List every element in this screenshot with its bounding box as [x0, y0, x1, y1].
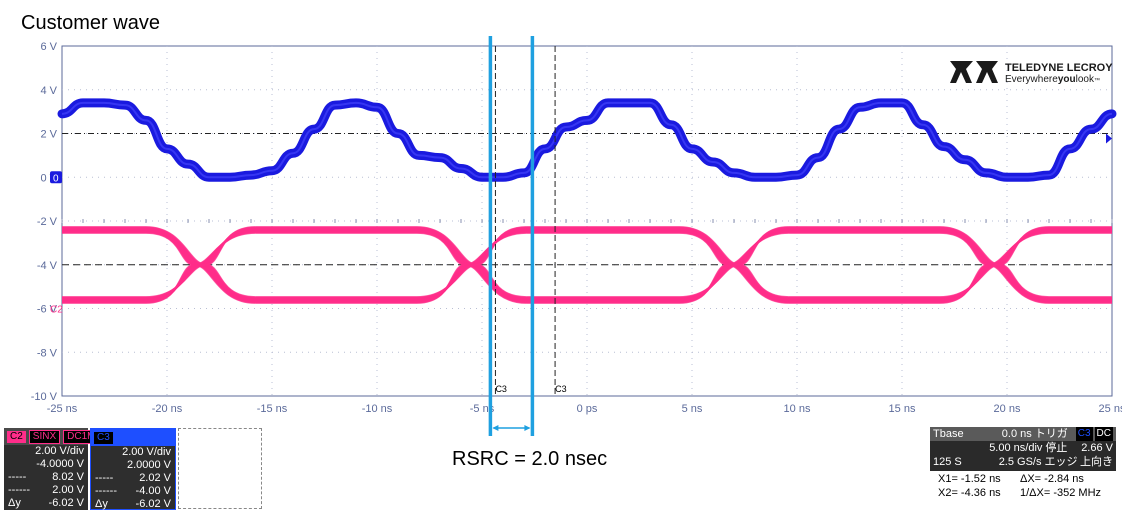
c3-cursor2: -4.00 V: [135, 485, 171, 497]
x-tick-label: -5 ns: [470, 403, 495, 415]
y-tick-label: 6 V: [40, 41, 57, 53]
c2-cursor2: 2.00 V: [52, 484, 84, 496]
rsrc-annotation: RSRC = 2.0 nsec: [452, 448, 608, 470]
c3-row-key: -----: [95, 472, 114, 484]
x-tick-label: 20 ns: [994, 403, 1021, 415]
cursor-label-a: C3: [495, 384, 507, 394]
trigger-level: 2.66 V: [1081, 442, 1113, 454]
c2-row-key: -----: [8, 471, 27, 483]
c2-delta: -6.02 V: [48, 497, 84, 509]
cursor-dx: ΔX= -2.84 ns: [1020, 473, 1084, 485]
c3-cursor1: 2.02 V: [139, 472, 171, 484]
c2-offset: -4.0000 V: [36, 458, 84, 470]
channel-c2-panel[interactable]: C2 SINX DC1M 2.00 V/div -4.0000 V ----- 8…: [4, 428, 100, 510]
c3-name: C3: [94, 431, 113, 444]
rsrc-arrowhead-left: [492, 425, 499, 431]
empty-channel-slot[interactable]: [178, 428, 262, 509]
tbase-value: 0.0 ns: [1001, 428, 1032, 440]
c3-row-key: ------: [95, 485, 117, 497]
cursors: C3 C3: [488, 36, 567, 436]
x-tick-label: 25 ns: [1099, 403, 1122, 415]
c3-ground-label: 0: [53, 173, 59, 184]
timebase-scale: 5.00 ns/div: [989, 442, 1043, 454]
c2-tag1: SINX: [28, 429, 61, 444]
c3-scale: 2.00 V/div: [122, 446, 171, 458]
x-tick-label: -25 ns: [47, 403, 78, 415]
trigger-mode: 停止: [1045, 442, 1068, 454]
cursor-label-b: C3: [555, 384, 567, 394]
chart-title: Customer wave: [21, 12, 160, 34]
trigger-source: C3: [1075, 427, 1093, 441]
logo-tagline: Everywhereyoulook™: [1005, 74, 1100, 85]
y-tick-label: 4 V: [40, 85, 57, 97]
teledyne-lecroy-logo: TELEDYNE LECROY Everywhereyoulook™: [950, 61, 1113, 85]
tbase-label: Tbase: [933, 428, 964, 440]
trigger-level-marker[interactable]: [1106, 133, 1112, 144]
c3-ground-marker[interactable]: [50, 171, 62, 184]
y-tick-label: 2 V: [40, 129, 57, 141]
sample-count: 125 S: [933, 456, 962, 468]
c2-scale: 2.00 V/div: [35, 445, 84, 457]
c3-delta: -6.02 V: [135, 498, 171, 510]
c2-cursor1: 8.02 V: [52, 471, 84, 483]
x-tick-label: 0 ps: [577, 403, 598, 415]
c3-delta-label: Δy: [95, 498, 108, 510]
plot-grid: [61, 45, 1113, 397]
x-tick-label: 15 ns: [889, 403, 916, 415]
c3-trace-core: [61, 101, 1113, 179]
y-tick-label: -2 V: [37, 216, 58, 228]
cursor-x2: X2= -4.36 ns: [938, 487, 1001, 499]
logo-mark: [950, 61, 973, 83]
axis-ticks: -25 ns -20 ns -15 ns -10 ns -5 ns 0 ps 5 ns 10 …: [31, 41, 1122, 415]
cursor-readout: X1= -1.52 ns ΔX= -2.84 ns X2= -4.36 ns 1/Δ…: [938, 472, 1101, 500]
x-tick-label: 5 ns: [682, 403, 703, 415]
trigger-label: トリガ: [1034, 428, 1068, 440]
trigger-coupling: DC: [1094, 427, 1113, 441]
rsrc-arrowhead-right: [524, 425, 531, 431]
x-tick-label: -10 ns: [362, 403, 393, 415]
x-tick-label: -15 ns: [257, 403, 288, 415]
c2-name: C2: [7, 430, 26, 443]
x-tick-label: -20 ns: [152, 403, 183, 415]
c2-offset-marker[interactable]: C2: [50, 305, 63, 316]
channel-c3-panel[interactable]: C3 2.00 V/div 2.0000 V ----- 2.02 V -----…: [90, 428, 176, 510]
y-tick-label: -4 V: [37, 260, 58, 272]
cursor-x1: X1= -1.52 ns: [938, 473, 1001, 485]
trigger-type: エッジ: [1044, 456, 1078, 468]
logo-brand: TELEDYNE LECROY: [1005, 62, 1113, 74]
y-tick-label: -10 V: [31, 391, 58, 403]
timebase-panel[interactable]: Tbase 0.0 ns トリガ C3 DC 5.00 ns/div 停止 2.…: [930, 427, 1116, 471]
c3-offset: 2.0000 V: [126, 459, 171, 471]
sample-rate: 2.5 GS/s: [998, 456, 1042, 468]
c2-eye-diagram: [62, 226, 1112, 304]
c2-trace-line: [62, 226, 1112, 299]
y-tick-label: -6 V: [37, 304, 58, 316]
c2-row-key: ------: [8, 484, 30, 496]
traces: 0 C2: [50, 98, 1117, 316]
trigger-slope: 上向き: [1079, 456, 1113, 468]
x-tick-label: 10 ns: [784, 403, 811, 415]
c2-delta-label: Δy: [8, 497, 21, 509]
y-tick-label: -8 V: [37, 347, 58, 359]
cursor-inv-dx: 1/ΔX= -352 MHz: [1020, 487, 1102, 499]
